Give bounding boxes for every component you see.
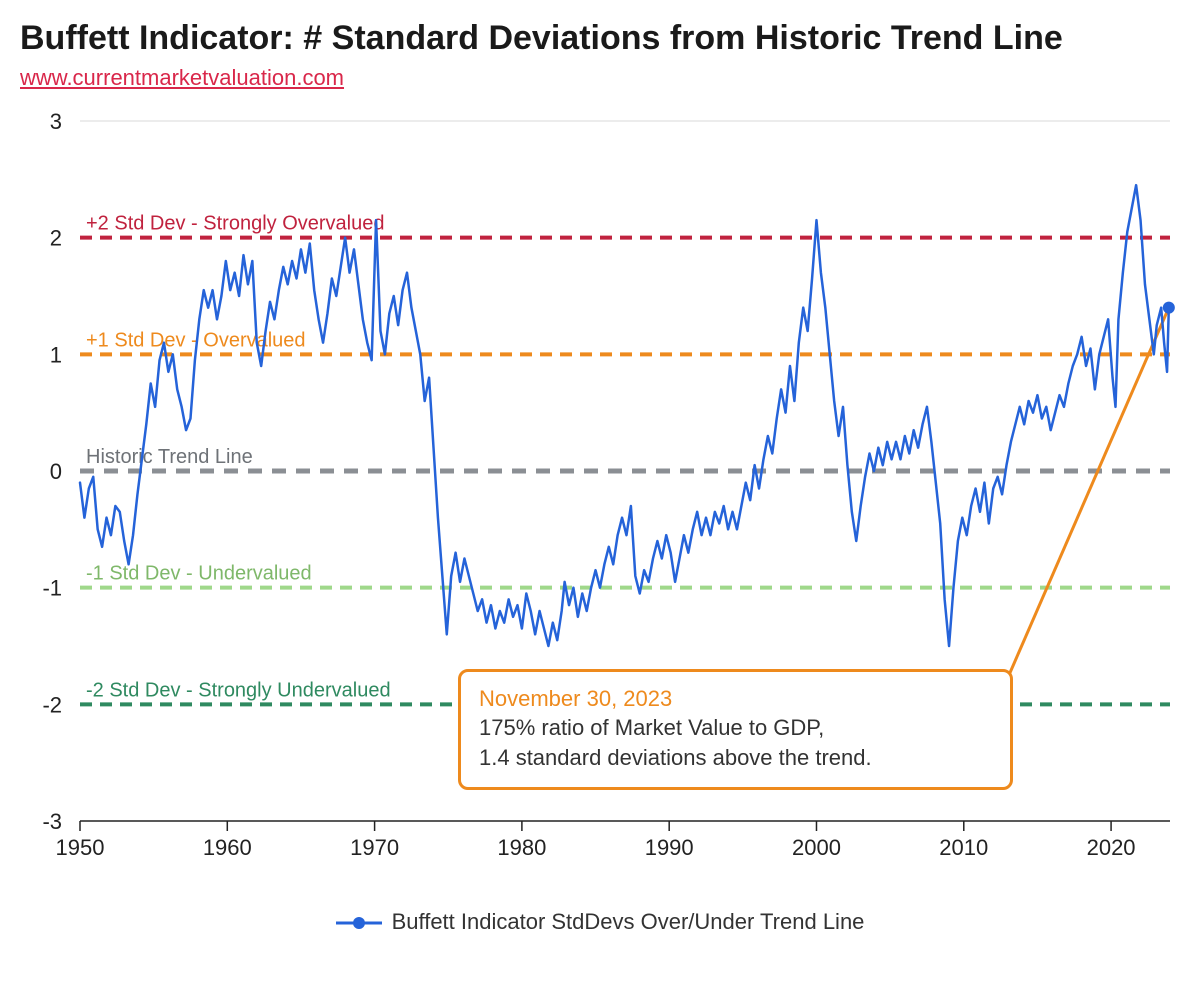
callout-line1: 175% ratio of Market Value to GDP, [479, 713, 992, 743]
callout-line2: 1.4 standard deviations above the trend. [479, 743, 992, 773]
chart-container: +2 Std Dev - Strongly Overvalued+1 Std D… [20, 101, 1180, 891]
svg-text:1990: 1990 [645, 835, 694, 860]
source-link[interactable]: www.currentmarketvaluation.com [20, 65, 1180, 91]
callout-box: November 30, 2023 175% ratio of Market V… [458, 669, 1013, 790]
svg-text:1: 1 [50, 342, 62, 367]
svg-text:1970: 1970 [350, 835, 399, 860]
svg-text:2000: 2000 [792, 835, 841, 860]
svg-text:2010: 2010 [939, 835, 988, 860]
svg-text:-2 Std Dev - Strongly Underval: -2 Std Dev - Strongly Undervalued [86, 679, 391, 701]
svg-text:3: 3 [50, 109, 62, 134]
svg-text:2020: 2020 [1087, 835, 1136, 860]
legend-swatch [336, 915, 382, 931]
svg-text:+2 Std Dev - Strongly Overvalu: +2 Std Dev - Strongly Overvalued [86, 212, 384, 234]
svg-text:-1 Std Dev - Undervalued: -1 Std Dev - Undervalued [86, 562, 312, 584]
svg-text:-3: -3 [42, 809, 62, 834]
chart-title: Buffett Indicator: # Standard Deviations… [20, 18, 1180, 59]
svg-text:1950: 1950 [56, 835, 105, 860]
svg-text:1980: 1980 [497, 835, 546, 860]
svg-text:-2: -2 [42, 692, 62, 717]
callout-date: November 30, 2023 [479, 684, 992, 714]
svg-text:1960: 1960 [203, 835, 252, 860]
svg-text:Historic Trend Line: Historic Trend Line [86, 446, 253, 468]
svg-text:2: 2 [50, 225, 62, 250]
svg-text:0: 0 [50, 459, 62, 484]
svg-text:-1: -1 [42, 575, 62, 600]
legend-label: Buffett Indicator StdDevs Over/Under Tre… [392, 909, 865, 934]
legend: Buffett Indicator StdDevs Over/Under Tre… [20, 909, 1180, 935]
